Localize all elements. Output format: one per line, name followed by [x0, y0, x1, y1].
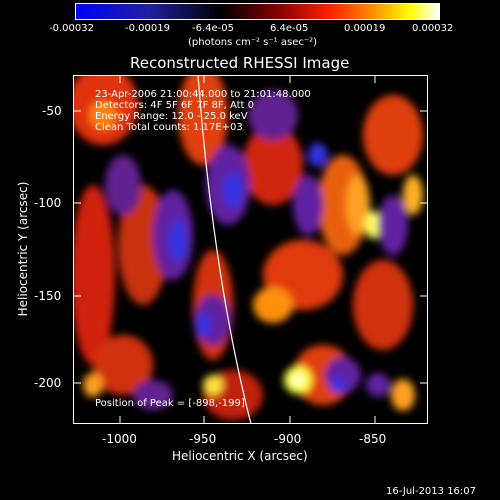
info-peak-position: Position of Peak = [-898,-199]	[95, 398, 245, 409]
x-tick-label: -900	[274, 432, 302, 446]
rhessi-map	[73, 75, 428, 424]
timestamp: 16-Jul-2013 16:07	[386, 486, 477, 497]
y-tick-label: -100	[34, 196, 62, 210]
solar-limb-line	[197, 75, 252, 424]
colorbar	[75, 3, 440, 20]
x-tick-label: -950	[189, 432, 217, 446]
colorbar-tick: -0.00032	[49, 23, 94, 34]
y-tick-label: -200	[34, 376, 62, 390]
colorbar-tick: -6.4e-05	[192, 23, 234, 34]
x-axis-label: Heliocentric X (arcsec)	[172, 449, 308, 463]
y-tick-label: -150	[34, 289, 62, 303]
colorbar-unit: (photons cm⁻² s⁻¹ asec⁻²)	[188, 37, 318, 48]
colorbar-tick: 6.4e-05	[270, 23, 309, 34]
plot-title: Reconstructed RHESSI Image	[130, 54, 350, 72]
info-energy-range: Energy Range: 12.0 - 25.0 keV	[95, 111, 248, 122]
info-clean-counts: Clean Total counts: 1.17E+03	[95, 122, 243, 133]
y-axis-label: Heliocentric Y (arcsec)	[16, 181, 30, 317]
colorbar-tick: 0.00032	[412, 23, 454, 34]
x-tick-label: -850	[359, 432, 387, 446]
y-tick-label: -50	[42, 104, 62, 118]
colorbar-tick: -0.00019	[125, 23, 170, 34]
info-detectors: Detectors: 4F 5F 6F 7F 8F, Att 0	[95, 100, 255, 111]
colorbar-tick: 0.00019	[344, 23, 386, 34]
x-tick-label: -1000	[102, 432, 137, 446]
info-time-range: 23-Apr-2006 21:00:44.000 to 21:01:48.000	[95, 89, 311, 100]
